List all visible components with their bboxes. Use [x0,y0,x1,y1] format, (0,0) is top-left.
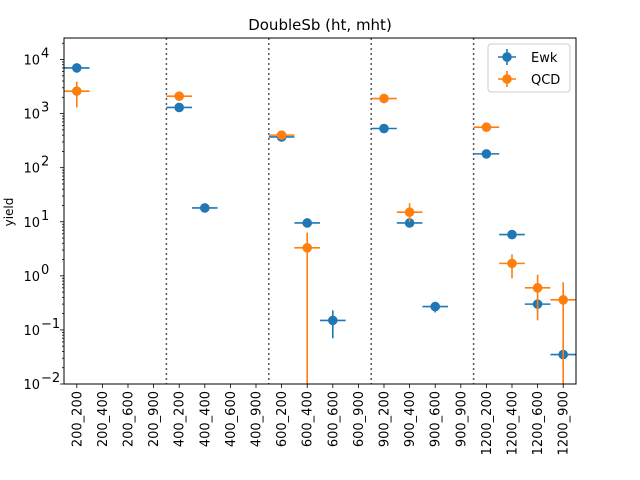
qcd-point [379,93,389,104]
y-tick-exponent: 4 [41,47,49,62]
qcd-point [507,258,517,269]
plot-frame [63,37,577,385]
plot-background [64,38,576,384]
ewk-point [379,123,389,134]
x-tick-label: 200_900 [147,391,162,447]
x-tick-label: 1200_600 [531,391,546,455]
qcd-point [174,91,184,101]
x-tick-label: 400_600 [224,391,239,447]
y-tick-exponent: 0 [41,263,49,278]
legend-qcd-marker [502,74,512,84]
y-tick-label: 10 [23,108,40,123]
qcd-point [404,207,415,218]
qcd-point [558,295,568,305]
y-tick-label: 10 [23,216,40,231]
legend-ewk-marker [502,52,512,62]
ewk-point [481,149,492,159]
legend: Ewk QCD [487,43,571,93]
y-tick-exponent: 1 [41,209,49,224]
ewk-point [302,218,313,228]
x-tick-label: 900_200 [378,391,393,447]
qcd-point [276,130,287,140]
y-tick-label: 10 [23,54,40,69]
qcd-point [481,122,492,133]
x-tick-label: 600_400 [301,391,316,447]
x-tick-label: 400_200 [173,391,188,447]
x-tick-label: 1200_400 [506,391,521,455]
y-tick-exponent: −1 [41,317,60,332]
x-tick-label: 200_400 [96,391,111,447]
x-tick-label: 900_600 [429,391,444,447]
chart-title: DoubleSb (ht, mht) [248,16,392,34]
y-tick-label: 10 [23,378,40,393]
ewk-point [507,229,517,240]
x-tick-label: 200_600 [122,391,137,447]
x-tick-label: 600_900 [352,391,367,447]
legend-ewk-label: Ewk [531,51,558,66]
ewk-point [328,315,338,326]
x-tick-label: 200_200 [70,391,85,447]
x-tick-label: 1200_200 [480,391,495,455]
data-layer [64,63,576,384]
y-tick-label: 10 [23,162,40,177]
x-tick-label: 400_400 [198,391,213,447]
ewk-point [404,218,415,228]
ewk-point [72,63,82,73]
y-tick-label: 10 [23,324,40,339]
x-tick-label: 600_600 [326,391,341,447]
y-tick-exponent: 2 [41,155,49,170]
legend-qcd-label: QCD [531,73,560,88]
qcd-point [302,242,313,253]
x-tick-label: 900_900 [454,391,469,447]
x-tick-label: 900_400 [403,391,418,447]
ewk-point [430,301,441,312]
y-axis-label: yield [2,198,16,227]
y-tick-label: 10 [23,270,40,285]
y-tick-exponent: −2 [41,371,60,386]
qcd-point [532,283,543,293]
qcd-point [72,86,82,96]
x-tick-label: 400_900 [250,391,265,447]
y-tick-exponent: 3 [41,101,49,116]
x-tick-label: 1200_900 [557,391,572,455]
ewk-point [174,102,184,113]
x-tick-label: 600_200 [275,391,290,447]
ewk-point [200,203,210,213]
